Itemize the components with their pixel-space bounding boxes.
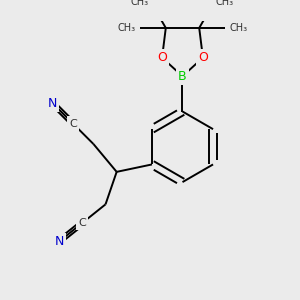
Text: C: C xyxy=(78,218,86,228)
Text: CH₃: CH₃ xyxy=(230,23,248,33)
Text: O: O xyxy=(157,51,167,64)
Text: CH₃: CH₃ xyxy=(216,0,234,7)
Text: CH₃: CH₃ xyxy=(117,23,135,33)
Text: N: N xyxy=(54,235,64,248)
Text: B: B xyxy=(178,70,187,83)
Text: C: C xyxy=(69,118,77,129)
Text: N: N xyxy=(48,97,57,110)
Text: CH₃: CH₃ xyxy=(131,0,149,7)
Text: O: O xyxy=(198,51,208,64)
